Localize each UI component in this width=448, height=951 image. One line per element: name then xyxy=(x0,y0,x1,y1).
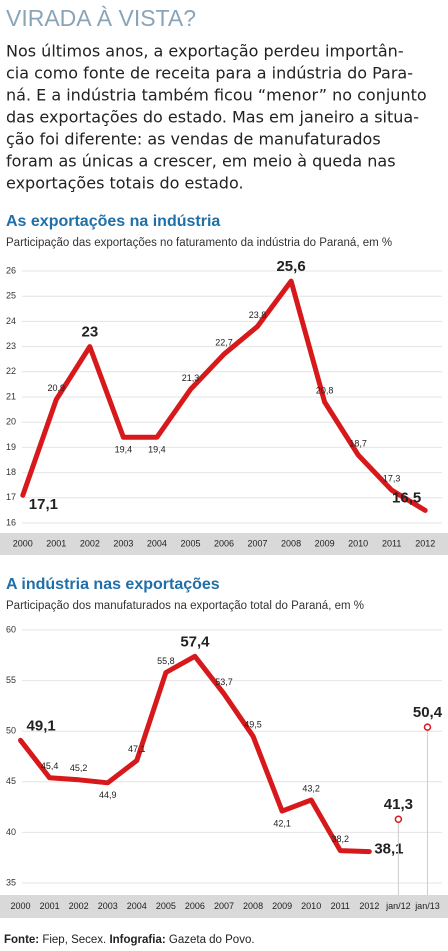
value-label: 42,1 xyxy=(273,819,291,829)
x-tick-label: 2006 xyxy=(214,538,234,548)
y-tick-label: 60 xyxy=(6,624,16,634)
x-tick-label: 2007 xyxy=(248,538,268,548)
value-label: 38,1 xyxy=(374,841,403,858)
x-tick-label: 2011 xyxy=(331,901,350,911)
intro-line: foram as únicas a crescer, em meio à que… xyxy=(6,152,396,171)
y-tick-label: 23 xyxy=(6,341,16,351)
x-axis-band xyxy=(0,895,448,918)
line xyxy=(20,278,428,513)
x-tick-label: 2001 xyxy=(46,538,66,548)
title: VIRADA À VISTA? xyxy=(6,5,196,31)
intro-line: exportações totais do estado. xyxy=(6,174,244,193)
y-tick-label: 21 xyxy=(6,391,16,401)
value-label: 57,4 xyxy=(180,633,210,650)
intro-line: ná. E a indústria também ficou “menor” n… xyxy=(6,86,427,105)
y-tick-label: 24 xyxy=(6,316,16,326)
x-tick-label: 2010 xyxy=(301,901,321,911)
x-tick-label: 2005 xyxy=(180,538,200,548)
value-label: 20,8 xyxy=(316,385,334,395)
line xyxy=(18,653,372,855)
intro-line: ção foi diferente: as vendas de manufatu… xyxy=(6,130,381,149)
chart-title: As exportações na indústria xyxy=(6,213,220,230)
value-label: 17,3 xyxy=(383,474,401,484)
x-axis-band xyxy=(0,533,448,555)
intro-line: Nos últimos anos, a exportação perdeu im… xyxy=(6,42,404,61)
value-label: 23,8 xyxy=(249,310,267,320)
value-label: 44,9 xyxy=(99,790,117,800)
y-tick-label: 17 xyxy=(6,492,16,502)
value-label: 53,7 xyxy=(215,677,233,687)
value-label: 16,5 xyxy=(392,489,421,506)
source: Fiep, Secex. xyxy=(39,934,109,946)
x-tick-label: 2008 xyxy=(243,901,263,911)
y-tick-label: 26 xyxy=(6,265,16,275)
value-label: 55,8 xyxy=(157,656,175,666)
value-label: 47,1 xyxy=(128,744,146,754)
point xyxy=(394,815,403,823)
x-tick-label: 2010 xyxy=(348,538,368,548)
x-tick-label: 2002 xyxy=(69,901,89,911)
value-label: 25,6 xyxy=(276,258,305,275)
point xyxy=(423,723,432,731)
y-tick-label: 25 xyxy=(6,291,16,301)
value-label: 45,4 xyxy=(41,761,59,771)
value-label: 23 xyxy=(82,324,99,341)
x-tick-label: jan/13 xyxy=(414,901,440,911)
x-tick-label: 2003 xyxy=(98,901,118,911)
x-tick-label: 2001 xyxy=(40,901,60,911)
y-tick-label: 50 xyxy=(6,726,16,736)
value-label: 45,2 xyxy=(70,763,88,773)
value-label: 41,3 xyxy=(384,796,413,813)
y-tick-label: 40 xyxy=(6,827,16,837)
x-tick-label: 2004 xyxy=(127,901,147,911)
x-tick-label: 2005 xyxy=(156,901,176,911)
value-label: 17,1 xyxy=(29,496,58,513)
x-tick-label: 2006 xyxy=(185,901,205,911)
x-tick-label: 2000 xyxy=(11,901,31,911)
x-tick-label: 2009 xyxy=(272,901,292,911)
x-tick-label: 2012 xyxy=(415,538,435,548)
value-label: 19,4 xyxy=(115,445,133,455)
y-tick-label: 19 xyxy=(6,442,16,452)
value-label: 18,7 xyxy=(349,438,367,448)
x-tick-label: 2000 xyxy=(13,538,33,548)
value-label: 38,2 xyxy=(332,834,350,844)
intro: Nos últimos anos, a exportação perdeu im… xyxy=(6,42,427,193)
x-tick-label: jan/12 xyxy=(385,901,411,911)
chart-subtitle: Participação das exportações no faturame… xyxy=(6,237,392,249)
value-label: 21,3 xyxy=(182,373,200,383)
value-label: 43,2 xyxy=(302,783,320,793)
y-tick-label: 55 xyxy=(6,675,16,685)
value-label: 50,4 xyxy=(413,704,443,721)
x-tick-label: 2003 xyxy=(113,538,133,548)
footer: Fonte: Fiep, Secex. Infografia: Gazeta d… xyxy=(4,934,255,946)
x-tick-label: 2012 xyxy=(359,901,379,911)
chart-subtitle: Participação dos manufaturados na export… xyxy=(6,600,364,612)
value-label: 49,5 xyxy=(244,720,262,730)
y-tick-label: 20 xyxy=(6,417,16,427)
credit: Gazeta do Povo. xyxy=(166,934,255,946)
value-label: 22,7 xyxy=(215,338,233,348)
value-label: 49,1 xyxy=(27,717,56,734)
value-label: 19,4 xyxy=(148,445,166,455)
intro-line: cia como fonte de receita para a indústr… xyxy=(6,64,413,83)
y-tick-label: 22 xyxy=(6,366,16,376)
source-label: Fonte: xyxy=(4,934,39,946)
x-tick-label: 2009 xyxy=(315,538,335,548)
x-tick-label: 2011 xyxy=(382,538,401,548)
credit-label: Infografia: xyxy=(109,934,165,946)
value-label: 20,9 xyxy=(48,383,66,393)
intro-line: das exportações do estado. Mas em janeir… xyxy=(6,108,419,127)
x-tick-label: 2002 xyxy=(80,538,100,548)
x-tick-label: 2004 xyxy=(147,538,167,548)
x-tick-label: 2008 xyxy=(281,538,301,548)
y-tick-label: 16 xyxy=(6,517,16,527)
x-tick-label: 2007 xyxy=(214,901,234,911)
chart-title: A indústria nas exportações xyxy=(6,576,220,593)
y-tick-label: 35 xyxy=(6,877,16,887)
y-tick-label: 18 xyxy=(6,467,16,477)
y-tick-label: 45 xyxy=(6,776,16,786)
